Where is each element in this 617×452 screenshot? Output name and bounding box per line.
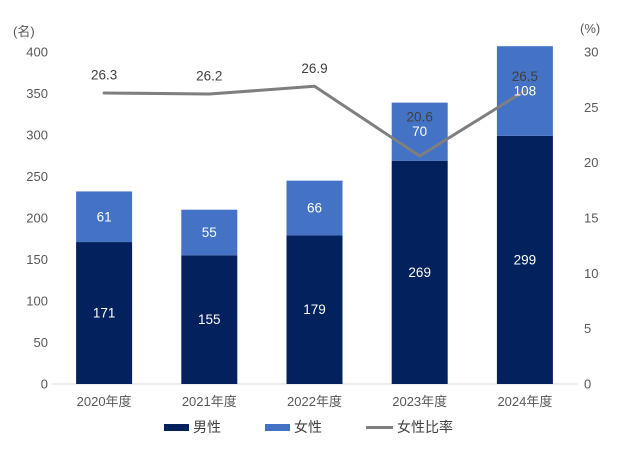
legend-item-male: 男性 bbox=[164, 417, 221, 437]
female-value-label: 61 bbox=[97, 209, 112, 224]
male-value-label: 269 bbox=[408, 265, 431, 280]
left-axis-tick-label: 400 bbox=[26, 45, 48, 60]
bar-segment-male bbox=[181, 255, 238, 384]
left-axis-tick-label: 150 bbox=[26, 252, 48, 267]
legend-label-female: 女性 bbox=[294, 419, 322, 435]
right-axis-tick-label: 25 bbox=[584, 100, 598, 115]
legend: 男性 女性 女性比率 bbox=[0, 417, 617, 437]
category-label: 2022年度 bbox=[287, 394, 342, 409]
bar-segment-male bbox=[286, 235, 343, 384]
category-label: 2021年度 bbox=[182, 394, 237, 409]
legend-label-ratio: 女性比率 bbox=[397, 419, 453, 435]
left-axis-tick-label: 350 bbox=[26, 86, 48, 101]
left-axis-tick-label: 300 bbox=[26, 128, 48, 143]
left-axis-caption: (名) bbox=[13, 24, 35, 39]
right-axis-tick-label: 0 bbox=[584, 377, 591, 392]
male-value-label: 155 bbox=[198, 312, 221, 327]
bar-segment-female bbox=[391, 102, 448, 161]
male-series-swatch bbox=[164, 423, 189, 431]
bar-segment-female bbox=[286, 180, 343, 236]
female-value-label: 66 bbox=[307, 201, 322, 216]
left-axis-tick-label: 200 bbox=[26, 211, 48, 226]
category-label: 2024年度 bbox=[497, 394, 552, 409]
legend-item-female: 女性 bbox=[265, 417, 322, 437]
ratio-value-label: 26.5 bbox=[512, 69, 538, 84]
right-axis-caption: (%) bbox=[580, 21, 601, 36]
male-value-label: 171 bbox=[93, 306, 116, 321]
bar-segment-female bbox=[76, 191, 133, 243]
left-axis-tick-label: 0 bbox=[41, 377, 48, 392]
male-value-label: 179 bbox=[303, 302, 326, 317]
bar-segment-male bbox=[76, 242, 133, 384]
bar-segment-male bbox=[496, 135, 553, 384]
male-value-label: 299 bbox=[514, 252, 537, 267]
right-axis-tick-label: 15 bbox=[584, 211, 598, 226]
legend-label-male: 男性 bbox=[193, 419, 221, 435]
ratio-series-swatch bbox=[366, 425, 393, 429]
female-series-swatch bbox=[265, 423, 290, 431]
ratio-value-label: 26.2 bbox=[196, 69, 222, 84]
legend-item-ratio: 女性比率 bbox=[366, 417, 453, 437]
bar-segment-male bbox=[391, 160, 448, 384]
bar-segment-female bbox=[181, 209, 238, 256]
right-axis-tick-label: 10 bbox=[584, 266, 598, 281]
ratio-line bbox=[102, 84, 527, 158]
female-value-label: 108 bbox=[514, 84, 537, 99]
left-axis-tick-label: 250 bbox=[26, 169, 48, 184]
female-value-label: 70 bbox=[412, 124, 427, 139]
ratio-value-label: 26.9 bbox=[301, 61, 327, 76]
female-value-label: 55 bbox=[202, 225, 217, 240]
category-label: 2020年度 bbox=[77, 394, 132, 409]
category-label: 2023年度 bbox=[392, 394, 447, 409]
ratio-value-label: 26.3 bbox=[91, 67, 117, 82]
right-axis-tick-label: 20 bbox=[584, 155, 598, 170]
left-axis-tick-label: 50 bbox=[34, 335, 48, 350]
right-axis-tick-label: 30 bbox=[584, 45, 598, 60]
right-axis-tick-label: 5 bbox=[584, 321, 591, 336]
ratio-value-label: 20.6 bbox=[407, 110, 433, 125]
left-axis-tick-label: 100 bbox=[26, 294, 48, 309]
